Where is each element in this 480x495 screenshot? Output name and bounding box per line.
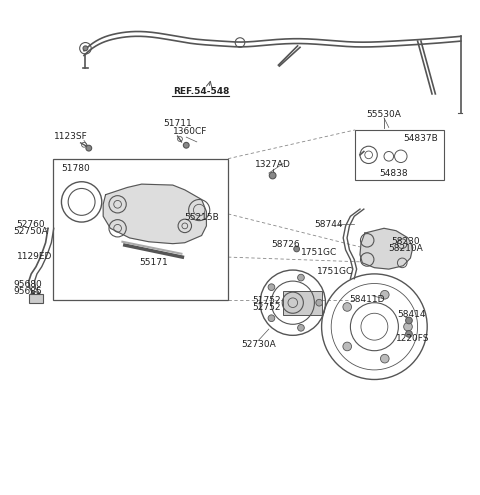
Text: 55215B: 55215B xyxy=(184,213,219,222)
Text: 1751GC: 1751GC xyxy=(301,248,338,257)
Text: 1327AD: 1327AD xyxy=(255,160,290,169)
Text: 58210A: 58210A xyxy=(388,244,423,253)
Circle shape xyxy=(268,315,275,322)
Circle shape xyxy=(268,284,275,291)
Text: 1220FS: 1220FS xyxy=(396,334,430,343)
Circle shape xyxy=(298,324,304,331)
Text: 52750A: 52750A xyxy=(13,227,48,236)
Text: 1129ED: 1129ED xyxy=(17,251,52,261)
Text: 52730A: 52730A xyxy=(241,340,276,349)
Text: 95685: 95685 xyxy=(13,287,42,296)
Text: 58744: 58744 xyxy=(314,220,343,229)
Bar xyxy=(283,291,322,315)
Circle shape xyxy=(381,354,389,363)
Text: 58726: 58726 xyxy=(271,240,300,248)
Text: 1360CF: 1360CF xyxy=(173,127,207,136)
Bar xyxy=(53,159,228,300)
Polygon shape xyxy=(103,184,206,244)
Polygon shape xyxy=(360,228,413,269)
Text: 1751GC: 1751GC xyxy=(317,267,353,276)
Circle shape xyxy=(406,331,412,337)
Text: 95680: 95680 xyxy=(13,281,42,290)
Bar xyxy=(29,294,43,303)
Circle shape xyxy=(269,172,276,179)
Circle shape xyxy=(183,143,189,148)
Circle shape xyxy=(83,46,88,50)
Text: 51711: 51711 xyxy=(163,119,192,128)
Text: 55171: 55171 xyxy=(139,258,168,267)
Bar xyxy=(355,130,444,180)
Text: 54838: 54838 xyxy=(379,169,408,178)
Circle shape xyxy=(294,246,300,252)
Text: 54837B: 54837B xyxy=(404,134,438,143)
Text: 1123SF: 1123SF xyxy=(54,132,88,141)
Text: 58414: 58414 xyxy=(397,310,426,319)
Text: 58230: 58230 xyxy=(391,237,420,246)
Text: 58411D: 58411D xyxy=(349,295,385,304)
Circle shape xyxy=(316,299,323,306)
Text: 55530A: 55530A xyxy=(367,109,401,119)
Circle shape xyxy=(381,291,389,299)
Circle shape xyxy=(343,342,351,351)
Text: 51752: 51752 xyxy=(252,296,281,305)
Text: 51780: 51780 xyxy=(61,164,90,173)
Circle shape xyxy=(343,302,351,311)
Circle shape xyxy=(404,322,412,331)
Text: 52760: 52760 xyxy=(16,220,45,230)
Text: REF.54-548: REF.54-548 xyxy=(173,87,230,96)
Circle shape xyxy=(298,274,304,281)
Text: 52752: 52752 xyxy=(252,302,281,311)
Circle shape xyxy=(406,317,412,324)
Circle shape xyxy=(86,145,92,151)
